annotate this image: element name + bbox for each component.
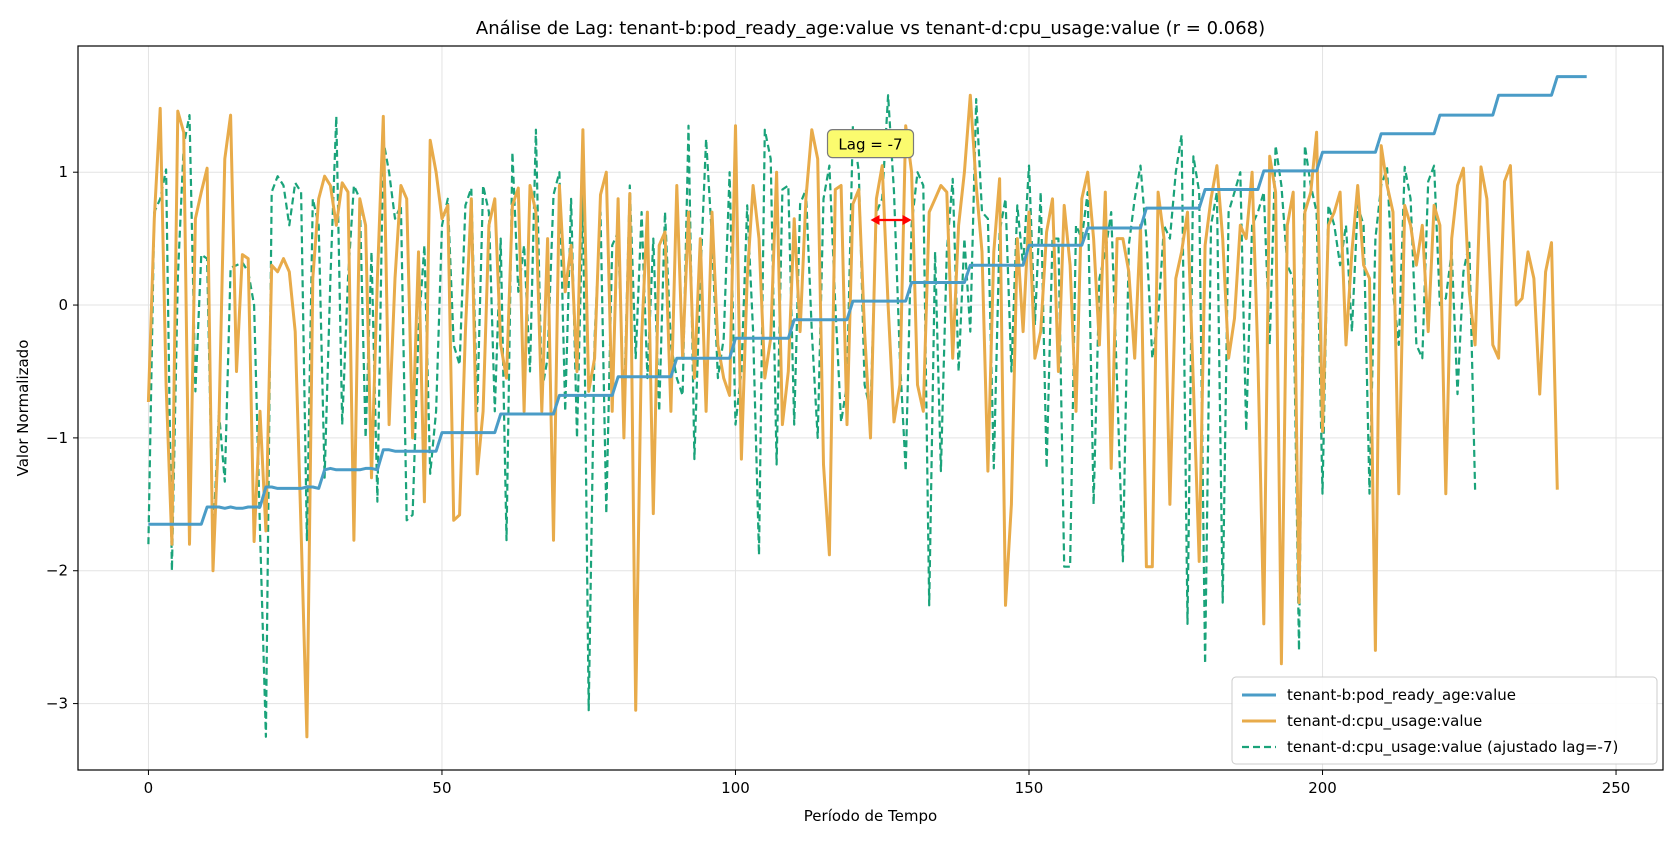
- lag-arrow-head-left: [870, 215, 880, 226]
- x-tick-label: 200: [1308, 779, 1337, 797]
- x-tick-label: 150: [1015, 779, 1044, 797]
- x-tick-label: 250: [1602, 779, 1631, 797]
- y-tick-label: 0: [58, 296, 68, 314]
- chart-title: Análise de Lag: tenant-b:pod_ready_age:v…: [476, 18, 1265, 39]
- x-axis-label: Período de Tempo: [804, 807, 937, 825]
- x-tick-label: 0: [144, 779, 154, 797]
- legend-label: tenant-d:cpu_usage:value: [1287, 712, 1482, 731]
- lag-arrow-head-right: [902, 215, 912, 226]
- series-line-1: [148, 75, 1587, 526]
- y-tick-label: −1: [46, 429, 68, 447]
- legend-label: tenant-d:cpu_usage:value (ajustado lag=-…: [1287, 738, 1618, 757]
- legend-label: tenant-b:pod_ready_age:value: [1287, 686, 1516, 705]
- lag-annotation-label: Lag = -7: [838, 136, 902, 154]
- series-line-2: [146, 93, 1559, 739]
- x-tick-label: 100: [721, 779, 750, 797]
- y-tick-label: −3: [46, 695, 68, 713]
- y-tick-label: −2: [46, 562, 68, 580]
- y-axis-label: Valor Normalizado: [14, 340, 32, 477]
- y-tick-label: 1: [58, 163, 68, 181]
- x-tick-label: 50: [432, 779, 451, 797]
- lag-annotation-box: [826, 129, 915, 159]
- legend: tenant-b:pod_ready_age:value tenant-d:cpu…: [1231, 676, 1658, 765]
- plot-frame: [77, 45, 1664, 771]
- legend-frame: [1231, 676, 1658, 765]
